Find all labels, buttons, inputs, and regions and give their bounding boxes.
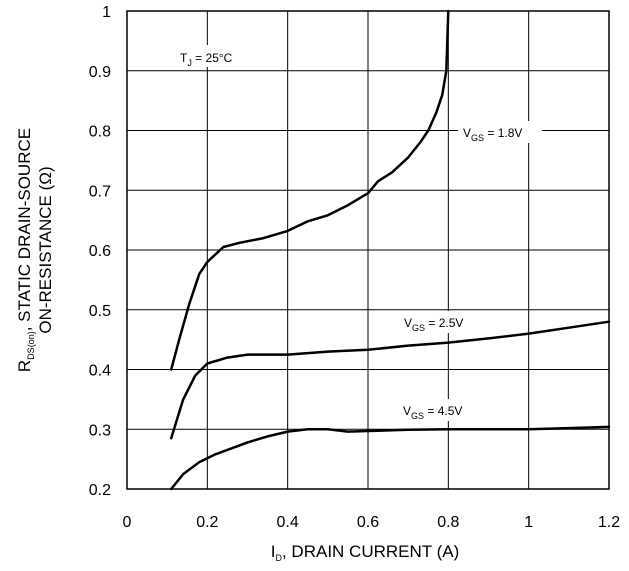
- grid: [127, 11, 609, 489]
- series-line-vgs-2-5v: [169, 320, 611, 440]
- y-tick-label: 0.4: [89, 363, 111, 380]
- y-tick-label: 0.6: [89, 243, 111, 260]
- series-label-vgs-1-8v-bg: [458, 121, 542, 143]
- x-tick-label: 1.2: [598, 514, 620, 531]
- y-tick-label: 1: [102, 4, 111, 21]
- y-axis-title-line2: ON-RESISTANCE (Ω): [36, 166, 55, 333]
- x-axis-title: ID, DRAIN CURRENT (A): [271, 542, 459, 563]
- x-tick-label: 0.2: [196, 514, 218, 531]
- series-label-vgs-2-5v-bg: [399, 311, 483, 333]
- series-label-vgs-1-8v: VGS = 1.8V: [463, 126, 522, 143]
- x-ticks: 0 0.2 0.4 0.6 0.8 1 1.2: [123, 514, 621, 531]
- temperature-annotation-bg: [173, 45, 265, 67]
- x-tick-label: 0.6: [357, 514, 379, 531]
- labels-layer: VGS = 1.8V VGS = 2.5V VGS = 4.5V: [398, 121, 542, 421]
- y-tick-label: 0.2: [89, 482, 111, 499]
- x-tick-label: 0.8: [437, 514, 459, 531]
- y-tick-label: 0.3: [89, 422, 111, 439]
- plot-frame: [126, 10, 610, 490]
- y-tick-label: 0.8: [89, 124, 111, 141]
- y-ticks: 0.2 0.3 0.4 0.5 0.6 0.7 0.8 0.9 1: [89, 4, 111, 499]
- series-label-vgs-2-5v: VGS = 2.5V: [404, 316, 463, 333]
- y-tick-label: 0.9: [89, 64, 111, 81]
- series-label-vgs-4-5v-bg: [398, 399, 482, 421]
- x-tick-label: 1: [524, 514, 533, 531]
- temperature-annotation: TJ = 25°C: [180, 51, 233, 68]
- x-tick-label: 0: [123, 514, 132, 531]
- x-tick-label: 0.4: [277, 514, 299, 531]
- series-layer: [169, 9, 611, 491]
- series-line-vgs-1-8v: [169, 9, 450, 371]
- y-axis-title-line1: RDS(on), STATIC DRAIN-SOURCE: [15, 128, 36, 372]
- y-axis-title: RDS(on), STATIC DRAIN-SOURCE ON-RESISTAN…: [15, 128, 55, 372]
- series-line-vgs-4-5v: [169, 425, 611, 491]
- y-tick-label: 0.5: [89, 303, 111, 320]
- y-tick-label: 0.7: [89, 183, 111, 200]
- series-label-vgs-4-5v: VGS = 4.5V: [403, 404, 462, 421]
